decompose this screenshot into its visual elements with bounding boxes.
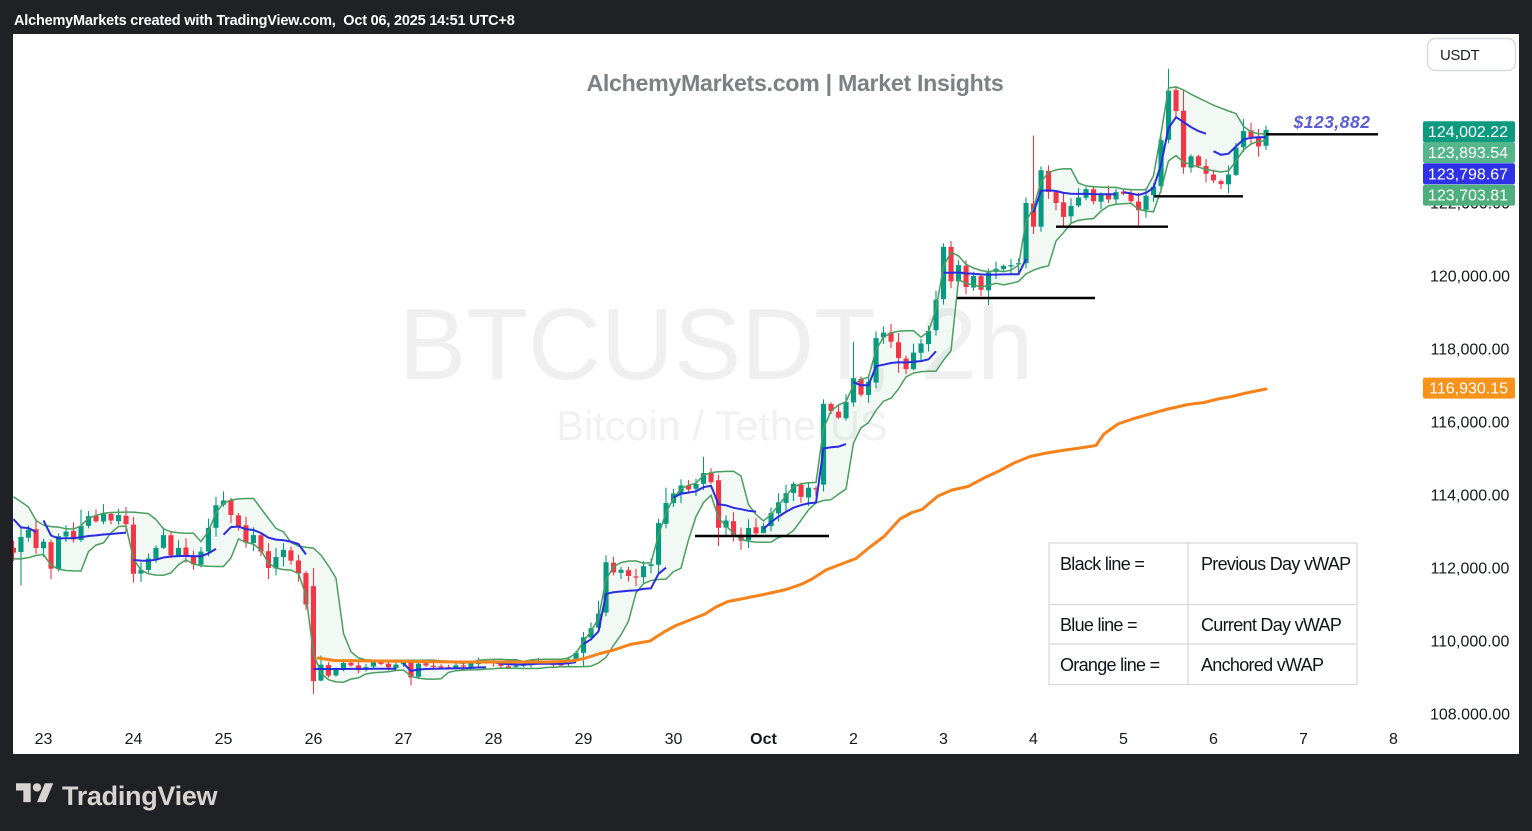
svg-text:118,000.00: 118,000.00 <box>1431 342 1510 359</box>
svg-text:30: 30 <box>665 731 683 748</box>
svg-text:116,000.00: 116,000.00 <box>1431 415 1510 432</box>
svg-text:Orange line =: Orange line = <box>1060 655 1160 675</box>
svg-text:$123,882: $123,882 <box>1293 112 1371 132</box>
svg-text:114,000.00: 114,000.00 <box>1431 488 1510 505</box>
svg-text:BTCUSDT, 2h: BTCUSDT, 2h <box>399 289 1033 401</box>
svg-text:26: 26 <box>305 731 323 748</box>
svg-text:123,703.81: 123,703.81 <box>1428 188 1508 205</box>
svg-text:Anchored vWAP: Anchored vWAP <box>1201 655 1324 675</box>
svg-text:Current Day vWAP: Current Day vWAP <box>1201 615 1342 635</box>
svg-text:AlchemyMarkets.com | Market In: AlchemyMarkets.com | Market Insights <box>586 70 1003 96</box>
svg-text:Black line =: Black line = <box>1060 554 1144 574</box>
svg-text:28: 28 <box>485 731 503 748</box>
svg-text:Previous Day vWAP: Previous Day vWAP <box>1201 554 1351 574</box>
svg-text:108.000.00: 108.000.00 <box>1430 707 1510 724</box>
svg-text:7: 7 <box>1299 731 1308 748</box>
svg-text:24: 24 <box>125 731 143 748</box>
svg-text:Oct: Oct <box>750 731 777 748</box>
svg-text:123,893.54: 123,893.54 <box>1428 145 1508 162</box>
svg-text:4: 4 <box>1029 731 1038 748</box>
svg-text:3: 3 <box>939 731 948 748</box>
svg-text:5: 5 <box>1119 731 1128 748</box>
svg-text:110,000.00: 110,000.00 <box>1431 634 1510 651</box>
svg-text:25: 25 <box>215 731 233 748</box>
svg-text:23: 23 <box>35 731 53 748</box>
svg-text:6: 6 <box>1209 731 1218 748</box>
svg-text:123,798.67: 123,798.67 <box>1428 166 1508 183</box>
svg-text:112,000.00: 112,000.00 <box>1431 561 1510 578</box>
svg-text:Blue line =: Blue line = <box>1060 615 1137 635</box>
svg-text:USDT: USDT <box>1440 47 1479 64</box>
svg-text:2: 2 <box>849 731 858 748</box>
svg-text:8: 8 <box>1389 731 1398 748</box>
svg-text:124,002.22: 124,002.22 <box>1428 124 1508 141</box>
svg-text:29: 29 <box>575 731 593 748</box>
svg-text:116,930.15: 116,930.15 <box>1429 381 1508 398</box>
svg-text:27: 27 <box>395 731 413 748</box>
svg-text:120,000.00: 120,000.00 <box>1430 269 1510 286</box>
